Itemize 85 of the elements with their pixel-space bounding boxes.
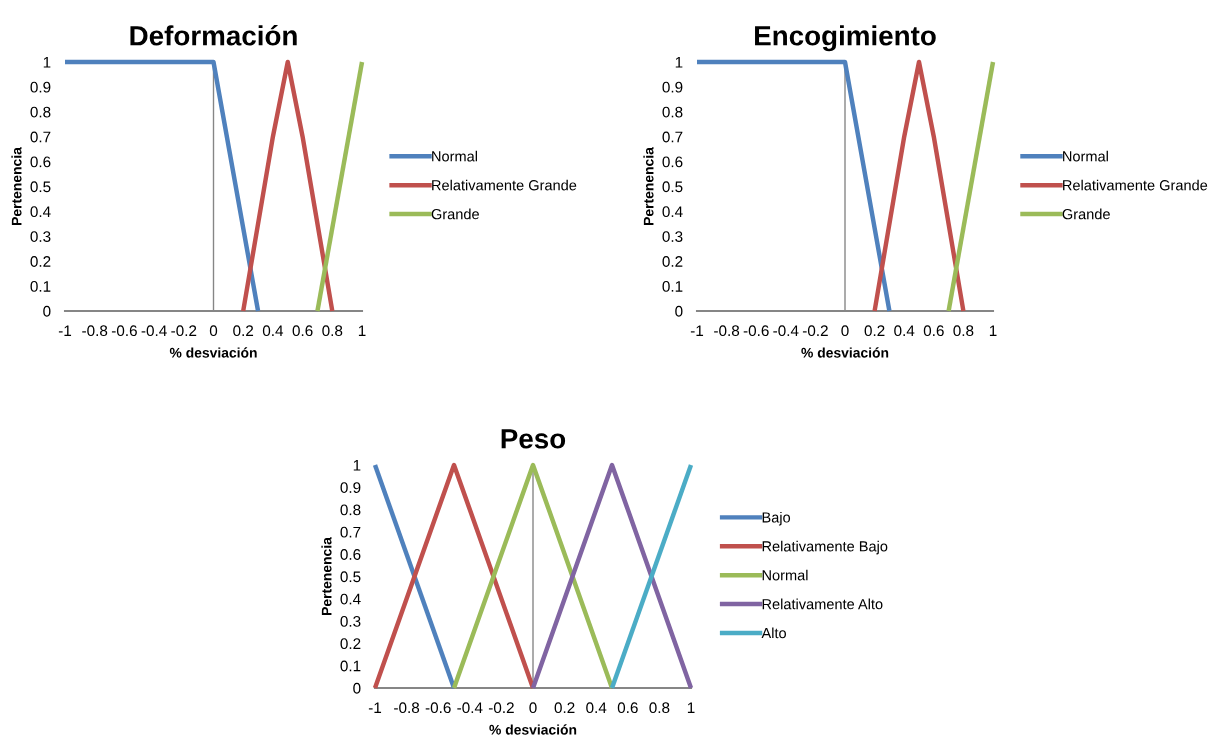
x-tick-label: -1 — [58, 325, 72, 336]
x-axis-title: % desviación — [169, 347, 257, 358]
x-tick-label: 0.2 — [864, 325, 885, 337]
legend-label: Grande — [1062, 208, 1110, 220]
legend-label: Relativamente Alto — [762, 598, 883, 610]
legend-label: Grande — [431, 208, 479, 220]
y-tick-label: 0.7 — [340, 526, 361, 538]
y-tick-label: 0 — [43, 305, 51, 317]
x-tick-label: 0.8 — [649, 702, 670, 714]
chart-title: Deformación — [130, 24, 297, 46]
legend-label: Alto — [761, 627, 787, 639]
legend-label: Relativamente Grande — [1063, 179, 1208, 191]
y-tick-label: 0.1 — [30, 280, 51, 292]
y-tick-label: 0.4 — [30, 206, 51, 218]
x-tick-label: 0.2 — [554, 702, 575, 714]
x-tick-label: -1 — [368, 702, 382, 713]
x-tick-label: 0.6 — [923, 325, 944, 337]
y-tick-label: 0.6 — [340, 549, 361, 560]
x-tick-label: -0.8 — [394, 702, 420, 714]
y-tick-label: 0.9 — [662, 81, 683, 93]
x-tick-label: -0.4 — [773, 325, 799, 337]
y-tick-label: 0.5 — [340, 571, 361, 583]
chart-title: Encogimiento — [755, 25, 936, 52]
y-axis-title: Pertenencia — [643, 147, 654, 225]
x-tick-label: 1 — [989, 325, 997, 336]
y-tick-label: 0.7 — [30, 131, 51, 143]
x-tick-label: 0 — [529, 702, 537, 714]
y-tick-label: 0.1 — [340, 660, 361, 672]
legend-label: Normal — [1063, 150, 1108, 162]
x-tick-label: 0.6 — [617, 702, 638, 714]
x-tick-label: 0.8 — [953, 325, 974, 337]
chart-title: Peso — [501, 429, 566, 449]
legend-label: Normal — [762, 569, 808, 581]
y-tick-label: 0.8 — [340, 504, 361, 516]
x-axis-title: % desviación — [489, 724, 577, 735]
x-tick-label: -0.6 — [111, 325, 137, 337]
y-tick-label: 0.4 — [662, 206, 683, 218]
legend-label: Bajo — [762, 511, 791, 526]
x-tick-label: 1 — [687, 702, 695, 713]
y-axis-title: Pertenencia — [11, 147, 22, 225]
x-tick-label: 0.2 — [233, 325, 254, 337]
y-tick-label: 1 — [43, 57, 51, 68]
y-axis-title: Pertenencia — [321, 537, 332, 615]
x-tick-label: 0.4 — [894, 325, 915, 337]
y-tick-label: 1 — [353, 460, 361, 471]
y-tick-label: 0.4 — [340, 593, 361, 605]
x-tick-label: 0.8 — [322, 325, 343, 337]
y-tick-label: 0.5 — [662, 181, 683, 193]
x-axis-title: % desviación — [801, 347, 889, 358]
y-tick-label: 0.3 — [30, 231, 51, 242]
x-tick-label: -0.4 — [457, 702, 483, 714]
x-tick-label: 0 — [841, 325, 849, 337]
y-tick-label: 0.6 — [662, 156, 683, 168]
y-tick-label: 0.1 — [662, 280, 683, 292]
legend-label: Relativamente Bajo — [762, 540, 888, 555]
y-tick-label: 0.2 — [30, 256, 51, 267]
y-tick-label: 0.7 — [662, 131, 683, 143]
x-tick-label: 0 — [209, 325, 218, 337]
y-tick-label: 0.9 — [30, 81, 51, 93]
y-tick-label: 0.6 — [30, 156, 51, 168]
x-tick-label: -0.8 — [82, 325, 108, 337]
y-tick-label: 0.3 — [662, 231, 683, 242]
x-tick-label: 0.4 — [586, 702, 607, 714]
y-tick-label: 0.5 — [30, 181, 51, 193]
y-tick-label: 0.2 — [340, 638, 361, 650]
y-tick-label: 1 — [675, 57, 683, 68]
x-tick-label: -0.6 — [425, 702, 451, 714]
y-tick-label: 0 — [353, 682, 361, 694]
x-tick-label: -1 — [690, 325, 704, 336]
y-tick-label: 0.8 — [30, 106, 51, 118]
legend-label: Relativamente Grande — [432, 179, 577, 191]
x-tick-label: -0.4 — [141, 325, 167, 337]
x-tick-label: -0.2 — [171, 325, 197, 337]
y-tick-label: 0.9 — [340, 482, 361, 493]
y-tick-label: 0.3 — [340, 615, 361, 627]
x-tick-label: -0.6 — [743, 325, 769, 337]
y-tick-label: 0 — [675, 305, 683, 317]
x-tick-label: 0.6 — [292, 325, 313, 337]
x-tick-label: -0.2 — [488, 702, 514, 714]
y-tick-label: 0.8 — [662, 106, 683, 118]
x-tick-label: 0.4 — [262, 325, 284, 337]
x-tick-label: -0.8 — [714, 325, 740, 337]
legend-label: Normal — [432, 150, 477, 162]
y-tick-label: 0.2 — [662, 256, 683, 267]
x-tick-label: -0.2 — [802, 325, 828, 337]
